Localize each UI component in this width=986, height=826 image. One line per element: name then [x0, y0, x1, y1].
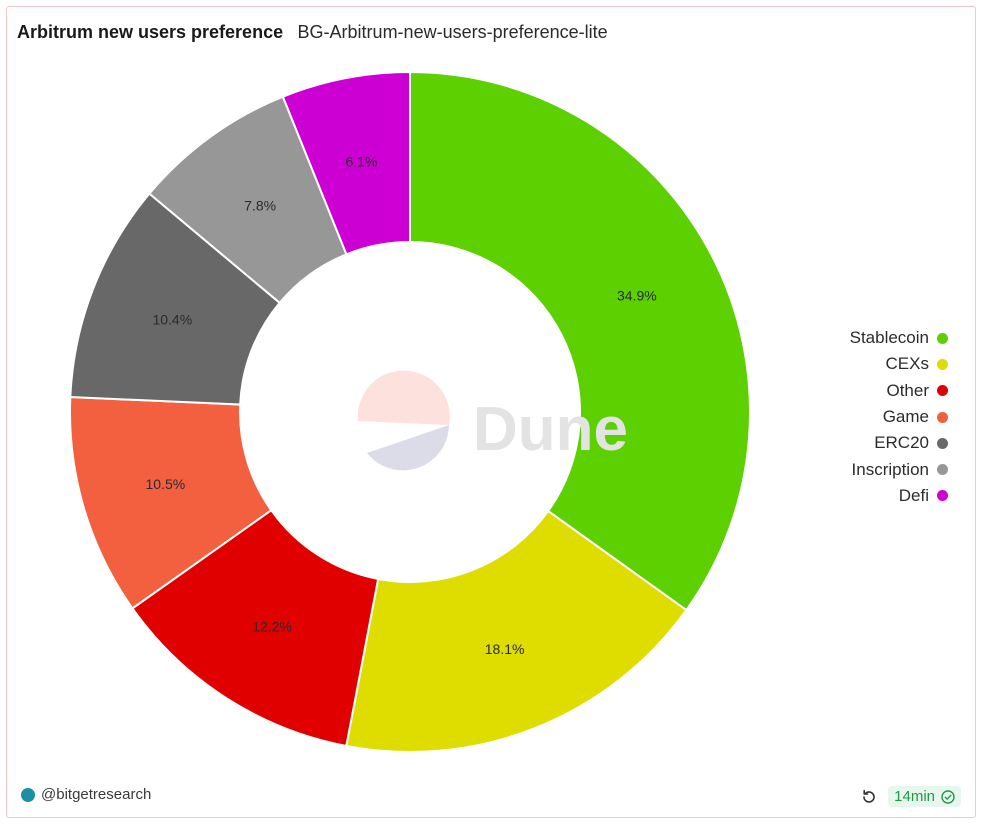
legend-swatch	[937, 332, 948, 344]
chart-card: Arbitrum new users preference BG-Arbitru…	[6, 6, 976, 818]
legend-item-cexs[interactable]: CEXs	[850, 351, 948, 377]
slice-label-inscription: 7.8%	[244, 198, 276, 214]
slice-stablecoin[interactable]	[409, 70, 751, 612]
slice-other[interactable]	[131, 508, 380, 748]
legend-label: Inscription	[851, 459, 929, 479]
status-text: 14min	[894, 788, 935, 805]
legend-swatch	[937, 464, 948, 476]
legend-label: ERC20	[874, 433, 929, 453]
legend-swatch	[937, 437, 948, 449]
legend-item-other[interactable]: Other	[850, 378, 948, 404]
check-circle-icon	[941, 789, 955, 804]
legend-item-erc20[interactable]: ERC20	[850, 430, 948, 456]
legend-item-inscription[interactable]: Inscription	[850, 456, 948, 482]
legend-item-defi[interactable]: Defi	[850, 483, 948, 509]
legend-item-game[interactable]: Game	[850, 404, 948, 430]
chart-legend: Stablecoin CEXs Other Game ERC20 Inscription D…	[850, 325, 948, 509]
donut-chart: 34.9% 18.1% 12.2% 10.5% 10.4% 7.8% 6.1% Dune	[69, 70, 751, 753]
chart-header: Arbitrum new users preference BG-Arbitru…	[17, 22, 608, 43]
legend-swatch	[937, 385, 948, 397]
query-name[interactable]: BG-Arbitrum-new-users-preference-lite	[297, 22, 608, 42]
author-link[interactable]: @bitgetresearch	[21, 786, 151, 803]
legend-label: Stablecoin	[849, 328, 929, 348]
slice-label-cexs: 18.1%	[485, 641, 525, 657]
legend-label: Other	[886, 380, 929, 400]
status-badge: 14min	[888, 786, 961, 807]
legend-label: Game	[882, 407, 929, 427]
slice-label-stablecoin: 34.9%	[617, 288, 657, 304]
slice-label-erc20: 10.4%	[152, 312, 192, 328]
legend-swatch	[937, 490, 948, 502]
slice-label-other: 12.2%	[252, 618, 292, 634]
legend-swatch	[937, 411, 948, 423]
legend-label: Defi	[898, 485, 929, 505]
legend-item-stablecoin[interactable]: Stablecoin	[850, 325, 948, 351]
slice-defi[interactable]	[281, 70, 411, 256]
slice-cexs[interactable]	[345, 509, 688, 753]
dune-watermark-text: Dune	[473, 395, 628, 464]
dune-watermark: Dune	[357, 370, 628, 471]
slice-label-game: 10.5%	[145, 476, 185, 492]
slice-label-defi: 6.1%	[345, 154, 377, 170]
avatar	[21, 787, 35, 802]
legend-swatch	[937, 358, 948, 370]
legend-label: CEXs	[885, 354, 929, 374]
dune-logo-icon	[357, 370, 450, 425]
author-name: @bitgetresearch	[41, 786, 152, 803]
dune-logo-icon-lower	[367, 425, 449, 471]
refresh-icon[interactable]	[860, 788, 878, 806]
footer-status: 14min	[860, 786, 961, 807]
chart-title: Arbitrum new users preference	[17, 22, 284, 42]
